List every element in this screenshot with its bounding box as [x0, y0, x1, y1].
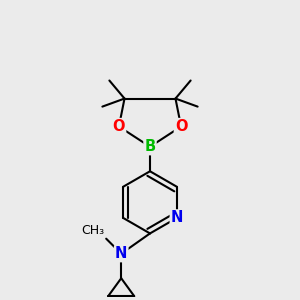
- Text: O: O: [113, 119, 125, 134]
- Text: O: O: [175, 119, 187, 134]
- Text: N: N: [115, 246, 128, 261]
- Text: CH₃: CH₃: [81, 224, 104, 237]
- Text: B: B: [144, 139, 156, 154]
- Text: N: N: [171, 210, 183, 225]
